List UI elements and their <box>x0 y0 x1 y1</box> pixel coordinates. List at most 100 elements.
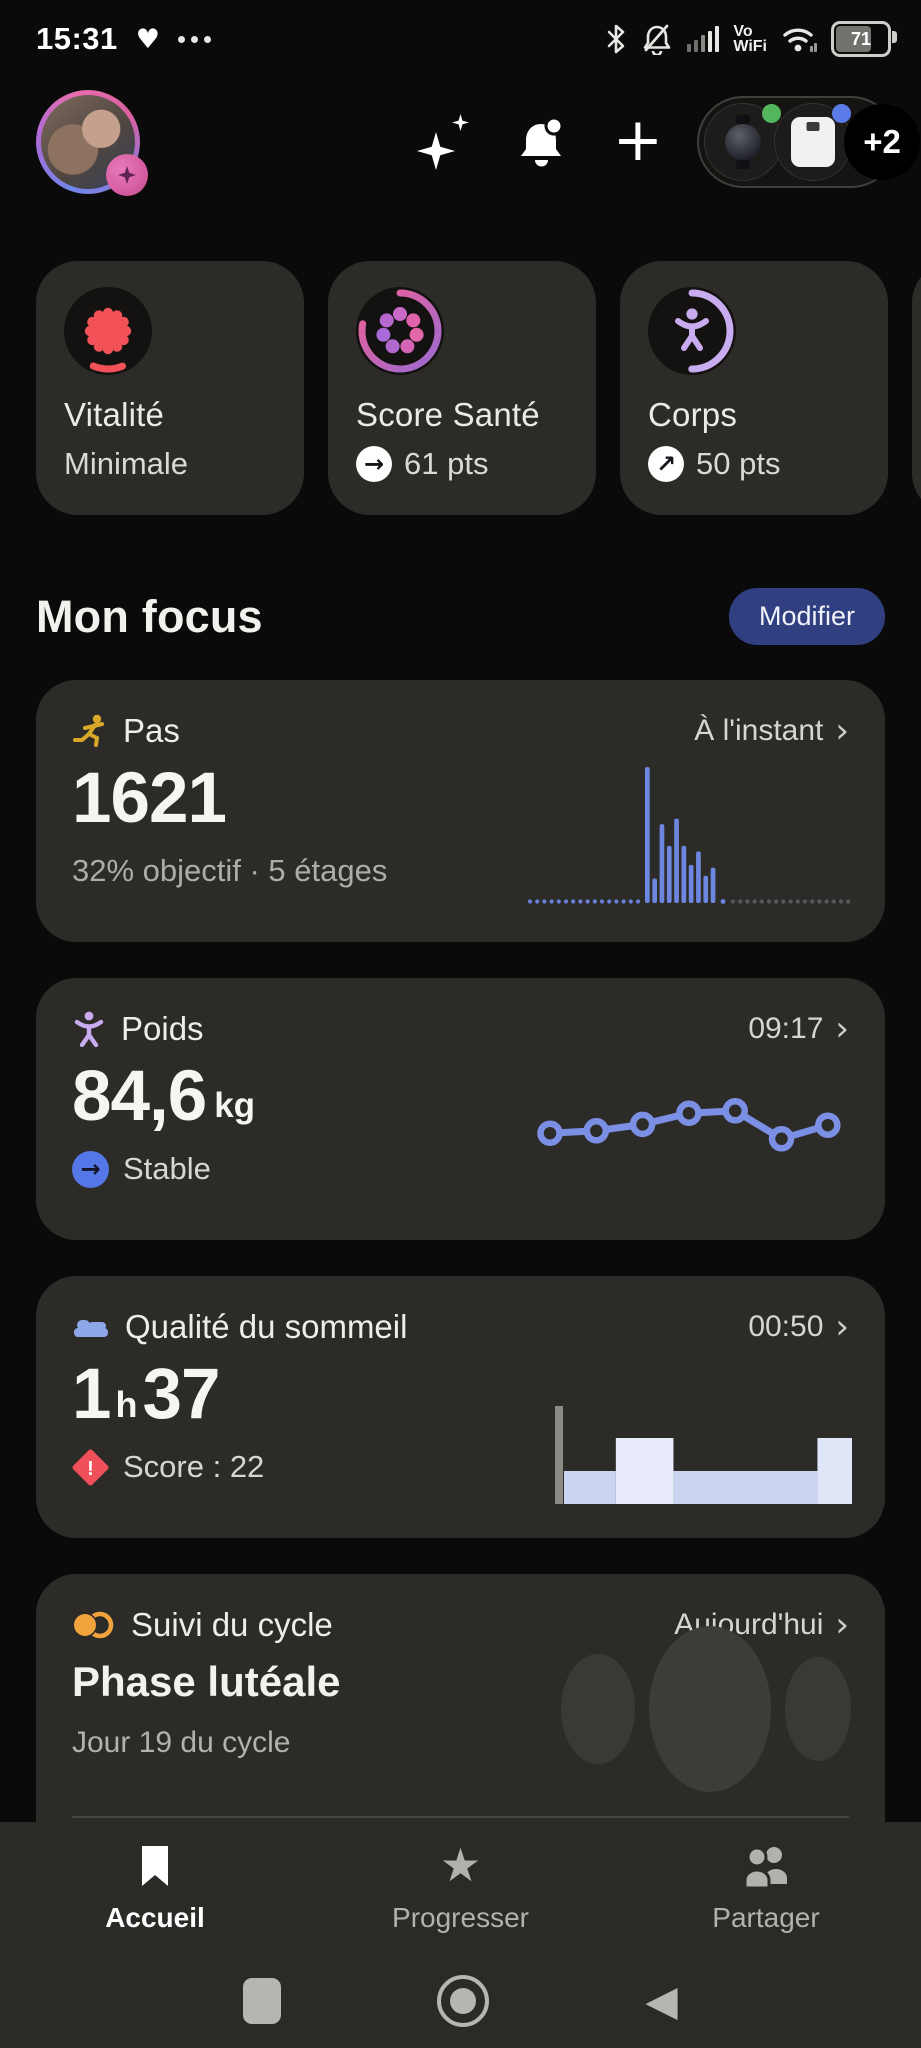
tab-progress-label: Progresser <box>392 1902 529 1933</box>
chevron-right-icon: › <box>835 1009 849 1049</box>
vowifi-indicator: Vo WiFi <box>733 23 767 55</box>
summary-cards-row: Vitalité Minimale Score Santé → 61 pts <box>0 261 921 515</box>
cycle-day: Jour 19 du cycle <box>72 1726 291 1759</box>
health-score-title: Score Santé <box>356 396 540 433</box>
bed-icon <box>72 1311 110 1343</box>
tab-share-label: Partager <box>712 1902 820 1933</box>
tab-progress[interactable]: ★ Progresser <box>376 1842 546 1934</box>
sleep-hours: 1 <box>72 1355 111 1434</box>
card-body[interactable]: Corps ↗ 50 pts <box>620 261 888 515</box>
body-icon <box>648 287 736 375</box>
weight-unit: kg <box>214 1085 256 1125</box>
bottom-nav: Accueil ★ Progresser Partager ◀ <box>0 1822 921 2048</box>
watch-icon <box>725 115 761 169</box>
focus-section-header: Mon focus Modifier <box>36 588 885 645</box>
svg-text:!: ! <box>87 1458 94 1480</box>
device-watch <box>704 103 782 181</box>
assistant-sparkle-button[interactable] <box>416 114 469 170</box>
back-button[interactable]: ◀ <box>645 1976 678 2025</box>
sparkle-small-icon <box>451 114 469 131</box>
body-small-icon <box>72 1011 106 1047</box>
cycle-icon <box>72 1609 116 1641</box>
section-title: Mon focus <box>36 590 263 642</box>
weight-trend-label: Stable <box>123 1151 211 1187</box>
sleep-timestamp: 00:50 <box>748 1310 824 1343</box>
tab-home[interactable]: Accueil <box>70 1842 240 1934</box>
body-value-row: ↗ 50 pts <box>648 446 860 482</box>
watch-status-dot <box>762 104 781 123</box>
sparkle-icon <box>416 132 455 170</box>
divider <box>72 1816 849 1818</box>
sleep-minutes: 37 <box>142 1355 221 1434</box>
vitality-subtitle: Minimale <box>64 446 189 481</box>
cycle-card[interactable]: Suivi du cycle Aujourd'hui › Phase lutéa… <box>36 1574 885 1826</box>
weight-timestamp: 09:17 <box>748 1012 824 1045</box>
vitality-icon <box>64 287 152 375</box>
sleep-hour-sep: h <box>115 1383 138 1425</box>
health-score-icon <box>356 287 444 375</box>
status-bar: 15:31 ♥ Vo WiFi <box>0 0 921 66</box>
steps-chart <box>527 767 851 904</box>
steps-card[interactable]: Pas À l'instant › 1621 32% objectif · 5 … <box>36 680 885 942</box>
card-partial-next[interactable] <box>912 261 921 515</box>
avatar[interactable] <box>36 90 148 196</box>
body-title: Corps <box>648 396 738 433</box>
cycle-title: Suivi du cycle <box>131 1606 333 1643</box>
battery-icon: 71 <box>831 21 897 57</box>
weight-chart <box>537 1098 841 1152</box>
bluetooth-icon <box>608 24 625 54</box>
trend-stable-icon: → <box>72 1150 109 1188</box>
avatar-sparkle-badge <box>106 154 148 196</box>
weight-title: Poids <box>121 1010 204 1047</box>
health-score-value: 61 pts <box>404 446 489 481</box>
devices-overflow-count: +2 <box>844 104 920 180</box>
body-value: 50 pts <box>696 446 781 481</box>
steps-value: 1621 <box>72 759 227 838</box>
devices-pill[interactable]: +2 <box>697 96 920 188</box>
tab-share[interactable]: Partager <box>681 1842 851 1934</box>
people-icon <box>741 1842 791 1888</box>
steps-title: Pas <box>123 712 180 749</box>
alert-diamond-icon: ! <box>72 1449 109 1486</box>
overflow-dots-icon <box>178 35 212 43</box>
weight-card[interactable]: Poids 09:17 › 84,6 kg → Stable <box>36 978 885 1240</box>
chevron-right-icon: › <box>835 1307 849 1347</box>
wifi-icon <box>783 28 817 52</box>
weight-value: 84,6 <box>72 1057 207 1136</box>
runner-icon <box>72 713 108 749</box>
steps-subtitle: 32% objectif · 5 étages <box>72 852 388 888</box>
arrow-right-badge-icon: → <box>356 446 392 482</box>
arrow-up-right-badge-icon: ↗ <box>648 446 684 482</box>
add-button[interactable]: + <box>612 105 663 175</box>
sleep-score: Score : 22 <box>123 1449 265 1485</box>
sleep-card[interactable]: Qualité du sommeil 00:50 › 1 h 37 ! Scor… <box>36 1276 885 1538</box>
clock: 15:31 <box>36 21 118 56</box>
signal-strength-icon <box>687 26 720 52</box>
home-button[interactable] <box>437 1975 490 2027</box>
edit-focus-button[interactable]: Modifier <box>728 588 885 645</box>
device-scale <box>774 103 852 181</box>
card-health-score[interactable]: Score Santé → 61 pts <box>328 261 596 515</box>
notifications-button[interactable] <box>517 114 567 170</box>
star-icon: ★ <box>439 1838 482 1892</box>
steps-timestamp: À l'instant <box>694 714 824 747</box>
recents-button[interactable] <box>243 1978 282 2024</box>
bell-icon <box>520 116 564 167</box>
cycle-phase: Phase lutéale <box>72 1658 341 1705</box>
card-vitality[interactable]: Vitalité Minimale <box>36 261 304 515</box>
android-nav-bar: ◀ <box>0 1954 921 2048</box>
bookmark-icon <box>138 1842 172 1888</box>
scale-status-dot <box>832 104 851 123</box>
health-score-value-row: → 61 pts <box>356 446 568 482</box>
scale-icon <box>791 117 835 167</box>
chevron-right-icon: › <box>835 711 849 751</box>
app-header: + +2 <box>36 86 920 198</box>
heart-icon: ♥ <box>135 23 161 55</box>
sleep-chart <box>555 1406 852 1504</box>
chevron-right-icon: › <box>835 1605 849 1645</box>
sleep-title: Qualité du sommeil <box>125 1308 408 1345</box>
cycle-bubbles-graphic <box>561 1626 851 1792</box>
notifications-muted-icon <box>644 24 671 55</box>
tab-home-label: Accueil <box>105 1902 205 1933</box>
vitality-title: Vitalité <box>64 396 165 433</box>
